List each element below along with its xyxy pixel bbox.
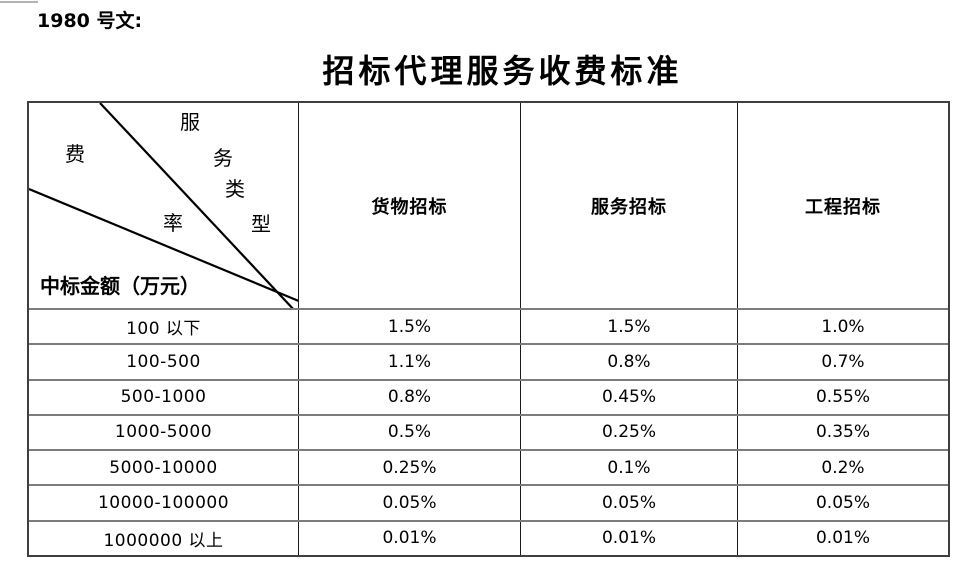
row-label: 1000000 以上	[103, 530, 224, 551]
fee-value: 0.8%	[298, 380, 520, 414]
fee-value: 0.01%	[298, 521, 520, 555]
column-header-service: 服务招标	[520, 103, 737, 308]
fee-standard-table: 服 务 类 型 费 率 中标金额（万元） 货物招标 服务招标 工程招标 100 …	[27, 101, 950, 557]
document-reference: 1980 号文:	[37, 10, 143, 32]
diagonal-header-cell: 服 务 类 型 费 率 中标金额（万元）	[29, 103, 298, 308]
fee-value: 0.1%	[520, 451, 737, 485]
fee-value: 0.01%	[520, 521, 737, 555]
table-row: 100 以下 1.5% 1.5% 1.0%	[29, 308, 948, 344]
fee-value: 0.55%	[737, 380, 948, 414]
fee-value: 1.1%	[298, 345, 520, 379]
row-label: 5000-10000	[109, 457, 218, 478]
page-title: 招标代理服务收费标准	[322, 52, 683, 90]
fee-value: 1.5%	[520, 310, 737, 344]
fee-value: 0.45%	[520, 380, 737, 414]
row-label: 1000-5000	[114, 422, 213, 443]
table-header-row: 服 务 类 型 费 率 中标金额（万元） 货物招标 服务招标 工程招标	[29, 103, 948, 308]
bid-amount-label: 中标金额（万元）	[40, 274, 200, 298]
fee-value: 0.05%	[520, 486, 737, 520]
row-label: 100 以下	[126, 319, 201, 340]
diagonal-lines-graphic	[29, 103, 298, 308]
diagonal-line-lower	[29, 187, 298, 302]
fee-value: 0.25%	[298, 451, 520, 485]
table-row: 100-500 1.1% 0.8% 0.7%	[29, 343, 948, 379]
page-edge-mark	[0, 1, 38, 3]
table-row: 1000-5000 0.5% 0.25% 0.35%	[29, 413, 948, 450]
table-row: 10000-100000 0.05% 0.05% 0.05%	[29, 484, 948, 520]
fee-value: 0.8%	[520, 345, 737, 379]
fee-value: 0.7%	[737, 345, 948, 379]
service-type-char-4: 型	[251, 212, 271, 236]
table-row: 500-1000 0.8% 0.45% 0.55%	[29, 378, 948, 414]
table-row: 5000-10000 0.25% 0.1% 0.2%	[29, 449, 948, 485]
row-label: 10000-100000	[97, 493, 230, 514]
column-header-engineering: 工程招标	[737, 103, 948, 308]
fee-value: 0.35%	[737, 415, 948, 450]
row-label: 100-500	[126, 351, 201, 372]
table-row: 1000000 以上 0.01% 0.01% 0.01%	[29, 519, 948, 555]
fee-value: 0.5%	[298, 415, 520, 450]
fee-rate-char-2: 率	[163, 211, 183, 235]
fee-value: 0.2%	[737, 451, 948, 485]
fee-value: 0.25%	[520, 415, 737, 450]
fee-value: 1.0%	[737, 310, 948, 344]
service-type-char-2: 务	[213, 146, 233, 170]
row-label: 500-1000	[120, 387, 207, 408]
fee-rate-char-1: 费	[65, 142, 85, 166]
fee-value: 0.01%	[737, 521, 948, 555]
service-type-char-3: 类	[225, 177, 245, 201]
column-header-goods: 货物招标	[298, 103, 520, 308]
diagonal-line-upper	[99, 103, 294, 308]
fee-value: 1.5%	[298, 310, 520, 344]
service-type-char-1: 服	[180, 110, 200, 134]
fee-value: 0.05%	[737, 486, 948, 520]
fee-value: 0.05%	[298, 486, 520, 520]
